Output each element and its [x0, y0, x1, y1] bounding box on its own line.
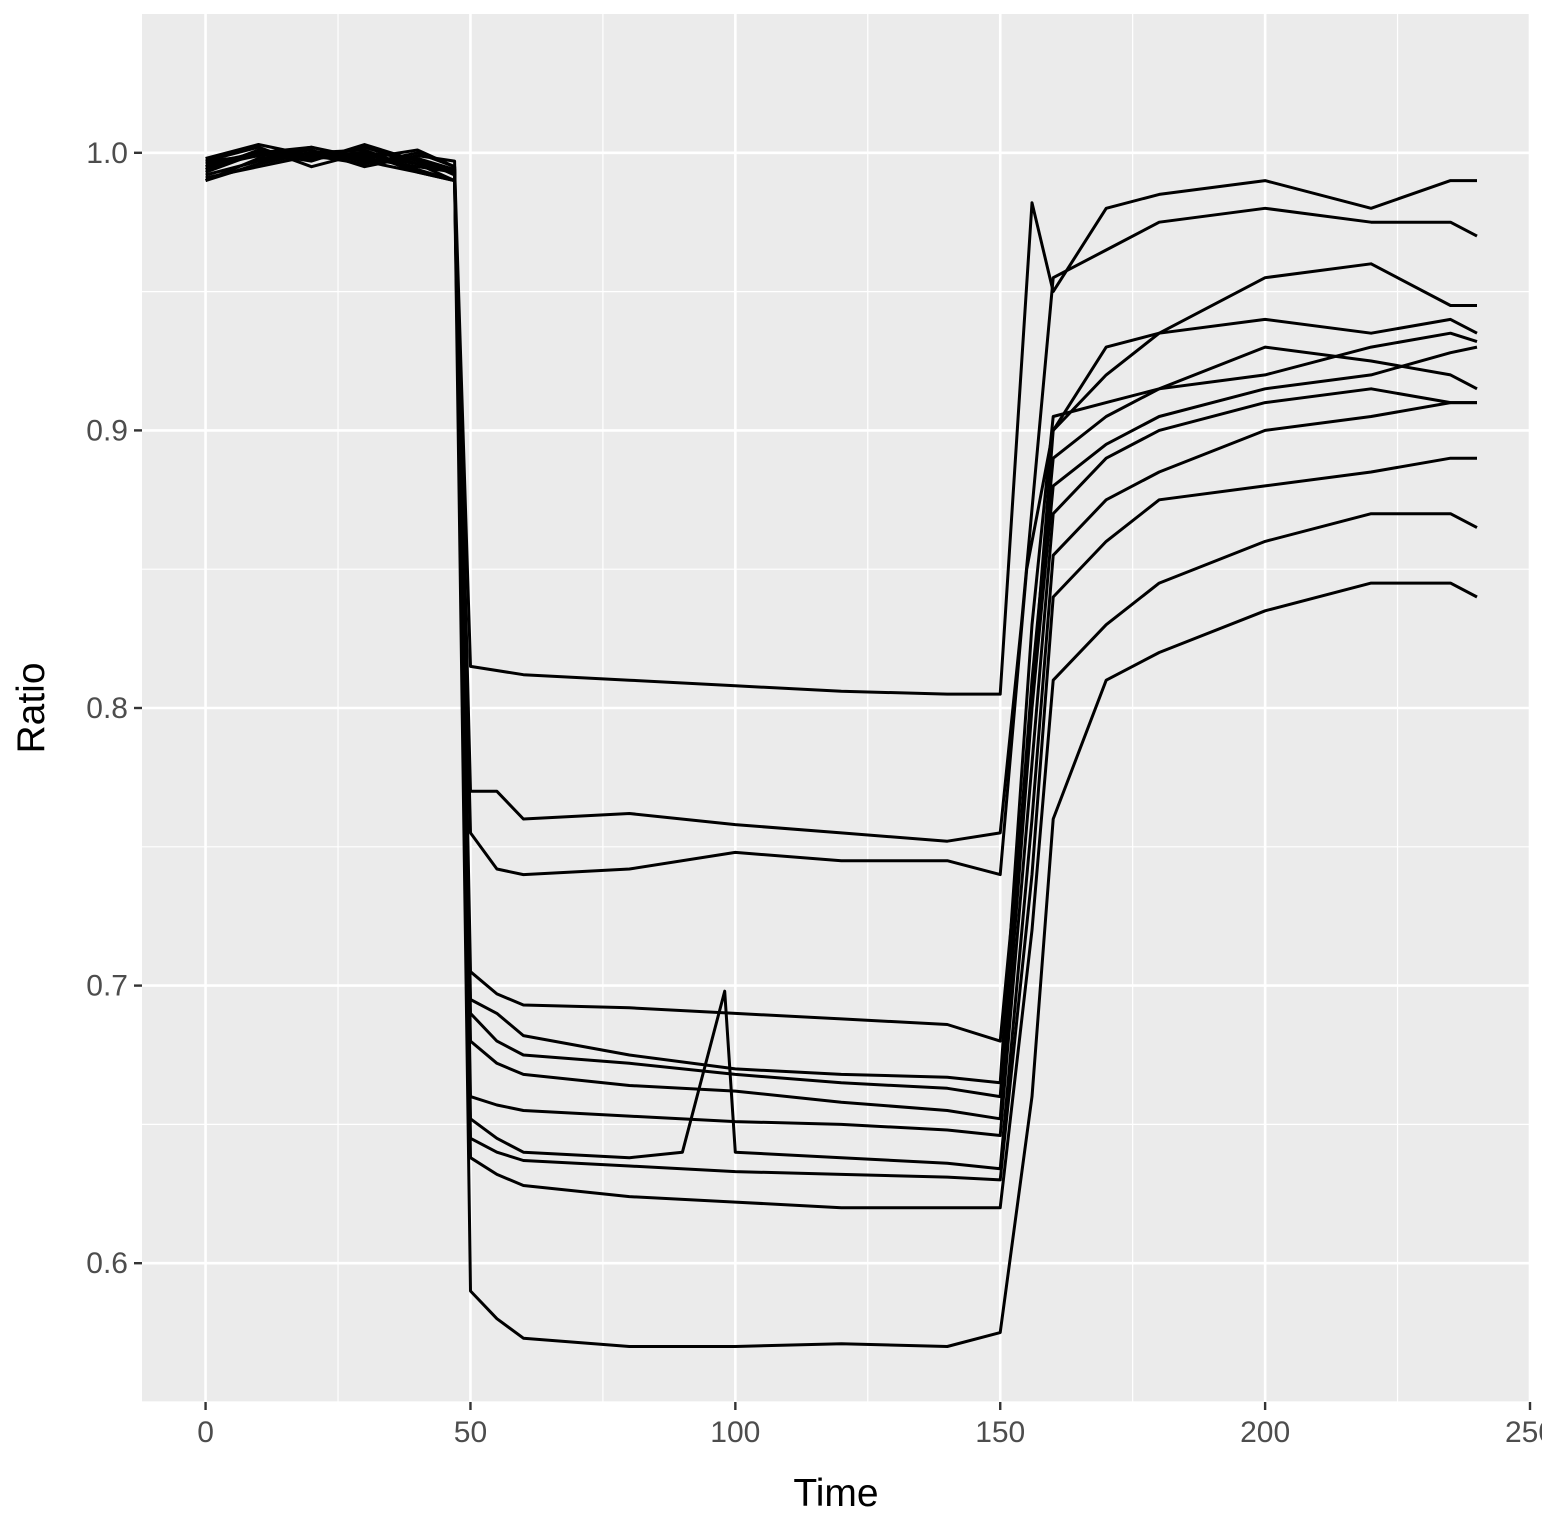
- x-tick-label: 0: [197, 1416, 214, 1449]
- x-axis-title: Time: [793, 1472, 878, 1515]
- series-line-8: [205, 143, 1477, 1137]
- x-tick-label: 250: [1505, 1416, 1542, 1449]
- series-lines: [205, 143, 1478, 1348]
- y-tick-label: 0.7: [86, 970, 128, 1003]
- series-line-4: [205, 145, 1478, 1043]
- series-line-9: [205, 151, 1477, 1171]
- y-axis-title: Ratio: [10, 662, 53, 753]
- axes: 0 50 100 150 200 250 0.6 0.7 0.8 0.9 1.0: [86, 137, 1542, 1449]
- series-line-11: [205, 145, 1478, 1210]
- series-line-2: [205, 151, 1478, 843]
- x-tick-label: 150: [975, 1416, 1025, 1449]
- y-tick-label: 1.0: [86, 137, 128, 170]
- series-line-12: [205, 151, 1478, 1348]
- y-tick-label: 0.8: [86, 692, 128, 725]
- x-tick-label: 50: [454, 1416, 487, 1449]
- y-tick-label: 0.6: [86, 1247, 128, 1280]
- x-tick-label: 100: [710, 1416, 760, 1449]
- grid-lines: [142, 14, 1532, 1403]
- y-tick-label: 0.9: [86, 414, 128, 447]
- x-tick-label: 200: [1240, 1416, 1290, 1449]
